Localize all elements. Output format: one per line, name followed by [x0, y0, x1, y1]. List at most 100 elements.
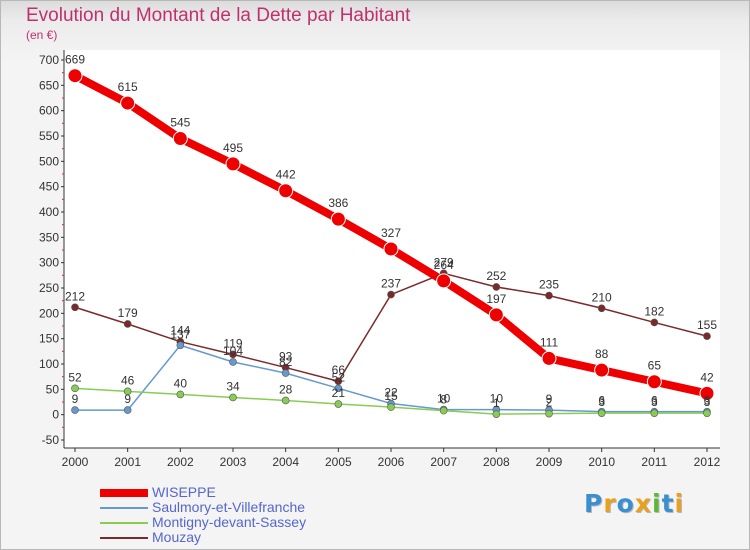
x-tick-label: 2005 [325, 455, 352, 469]
y-tick-label: -50 [42, 433, 60, 447]
data-label: 66 [332, 363, 346, 377]
data-label: 197 [486, 292, 506, 306]
x-tick-label: 2012 [694, 455, 721, 469]
y-tick-label: 0 [52, 408, 59, 422]
data-point [225, 156, 241, 172]
data-label: 495 [223, 141, 243, 155]
data-point [229, 358, 237, 366]
data-label: 3 [598, 395, 605, 409]
y-tick-label: 50 [46, 382, 60, 396]
data-point [703, 332, 711, 340]
data-point [281, 369, 290, 377]
data-label: 10 [490, 392, 504, 406]
data-point [278, 183, 294, 199]
data-point [334, 384, 343, 393]
data-point [123, 387, 132, 396]
x-tick-label: 2009 [536, 455, 563, 469]
x-tick-label: 2003 [220, 455, 247, 469]
legend-label: WISEPPE [152, 484, 216, 500]
data-point [436, 273, 452, 289]
data-label: 3 [704, 395, 711, 409]
data-label: 442 [276, 168, 296, 182]
data-label: 15 [384, 389, 398, 403]
x-tick-label: 2001 [114, 455, 141, 469]
data-point [541, 350, 557, 366]
data-label: 93 [279, 350, 293, 364]
legend-swatch [100, 521, 148, 524]
chart-title: Evolution du Montant de la Dette par Hab… [26, 5, 411, 26]
data-point [176, 390, 185, 399]
data-point [545, 409, 553, 418]
data-point [330, 211, 346, 227]
data-label: 6 [704, 394, 711, 408]
data-point [703, 409, 711, 417]
y-tick-label: 450 [39, 180, 59, 194]
x-tick-label: 2004 [272, 455, 299, 469]
data-label: 6 [598, 394, 605, 408]
y-tick-label: 400 [39, 205, 59, 219]
x-tick-label: 2000 [62, 455, 89, 469]
proxiti-logo: Proxiti [584, 489, 685, 518]
chart-legend: WISEPPE Saulmory-et-Villefranche Montigny-… [100, 485, 306, 545]
data-label: 22 [384, 386, 398, 400]
legend-item: Mouzay [100, 530, 306, 545]
data-point [594, 362, 610, 378]
data-label: 210 [592, 290, 612, 304]
data-label: 669 [65, 53, 85, 67]
data-label: 52 [68, 370, 82, 384]
data-label: 88 [595, 347, 609, 361]
x-tick-label: 2008 [483, 455, 510, 469]
data-point [492, 283, 501, 291]
data-point [229, 350, 237, 359]
y-tick-label: 500 [39, 154, 59, 168]
data-label: 237 [381, 277, 401, 291]
data-label: 252 [486, 269, 506, 283]
x-tick-label: 2011 [641, 455, 667, 469]
x-tick-label: 2010 [588, 455, 615, 469]
data-point [281, 396, 290, 405]
data-point [492, 410, 501, 418]
data-point [597, 409, 606, 417]
data-label: 82 [279, 355, 293, 369]
data-point [123, 406, 132, 414]
data-point [120, 95, 136, 111]
data-point [597, 304, 606, 313]
data-label: 8 [440, 393, 447, 407]
data-label: 144 [170, 324, 190, 338]
data-point [123, 320, 132, 328]
data-label: 179 [118, 306, 138, 320]
y-tick-label: 550 [39, 129, 59, 143]
data-point [650, 318, 659, 327]
y-tick-label: 650 [39, 78, 59, 92]
y-tick-label: 150 [39, 332, 59, 346]
data-point [229, 393, 237, 402]
data-label: 137 [170, 327, 190, 341]
y-tick-label: 700 [39, 53, 59, 67]
data-point [650, 409, 659, 417]
data-point [387, 290, 395, 299]
legend-label: Montigny-devant-Sassey [152, 514, 307, 530]
data-label: 9 [124, 392, 131, 406]
legend-label: Saulmory-et-Villefranche [152, 499, 306, 515]
data-label: 6 [651, 394, 658, 408]
data-label: 21 [332, 386, 346, 400]
data-label: 28 [279, 382, 293, 396]
data-label: 545 [170, 116, 190, 130]
data-label: 212 [65, 289, 85, 303]
data-label: 9 [72, 392, 79, 406]
data-label: 2 [546, 396, 553, 410]
chart-subtitle: (en €) [26, 28, 58, 42]
data-point [646, 374, 662, 390]
data-label: 119 [223, 336, 242, 350]
data-point [387, 403, 395, 411]
data-label: 615 [118, 80, 138, 94]
legend-label: Mouzay [152, 529, 202, 545]
data-label: 279 [434, 255, 454, 269]
data-point [172, 131, 188, 147]
data-label: 42 [700, 370, 714, 384]
x-tick-label: 2007 [430, 455, 457, 469]
data-point [71, 384, 79, 393]
data-label: 155 [697, 318, 717, 332]
legend-swatch [100, 488, 148, 497]
y-tick-label: 100 [39, 357, 59, 371]
